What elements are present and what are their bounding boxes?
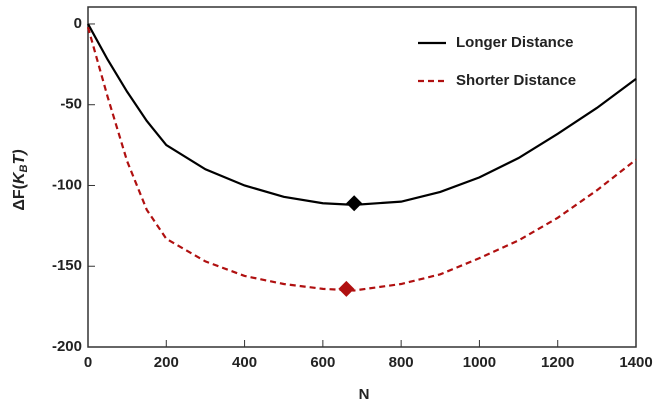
x-axis-label: N [359, 386, 370, 403]
y-label-part: T) [11, 149, 28, 164]
minimum-marker [346, 195, 363, 212]
x-tick-label: 1200 [541, 354, 574, 371]
legend-label: Longer Distance [456, 34, 574, 51]
legend-label: Shorter Distance [456, 72, 576, 89]
minimum-marker [338, 280, 355, 297]
series-line [86, 26, 637, 292]
y-label-part: B [18, 164, 30, 172]
y-label-part: K [11, 171, 28, 184]
y-tick-label: -100 [52, 176, 82, 193]
x-tick-label: 1400 [619, 354, 652, 371]
plot-frame [87, 6, 637, 348]
y-tick-label: -150 [52, 257, 82, 274]
y-tick-label: 0 [74, 15, 82, 32]
y-tick-label: -50 [60, 96, 82, 113]
x-tick-label: 0 [84, 354, 92, 371]
y-label-part: ΔF( [11, 183, 28, 210]
x-tick-label: 600 [310, 354, 335, 371]
x-tick-label: 800 [389, 354, 414, 371]
x-tick-label: 1000 [463, 354, 496, 371]
y-tick-label: -200 [52, 338, 82, 355]
y-axis-label: ΔF(KBT) [11, 149, 30, 210]
x-tick-label: 400 [232, 354, 257, 371]
x-tick-label: 200 [154, 354, 179, 371]
series-line [87, 23, 637, 206]
